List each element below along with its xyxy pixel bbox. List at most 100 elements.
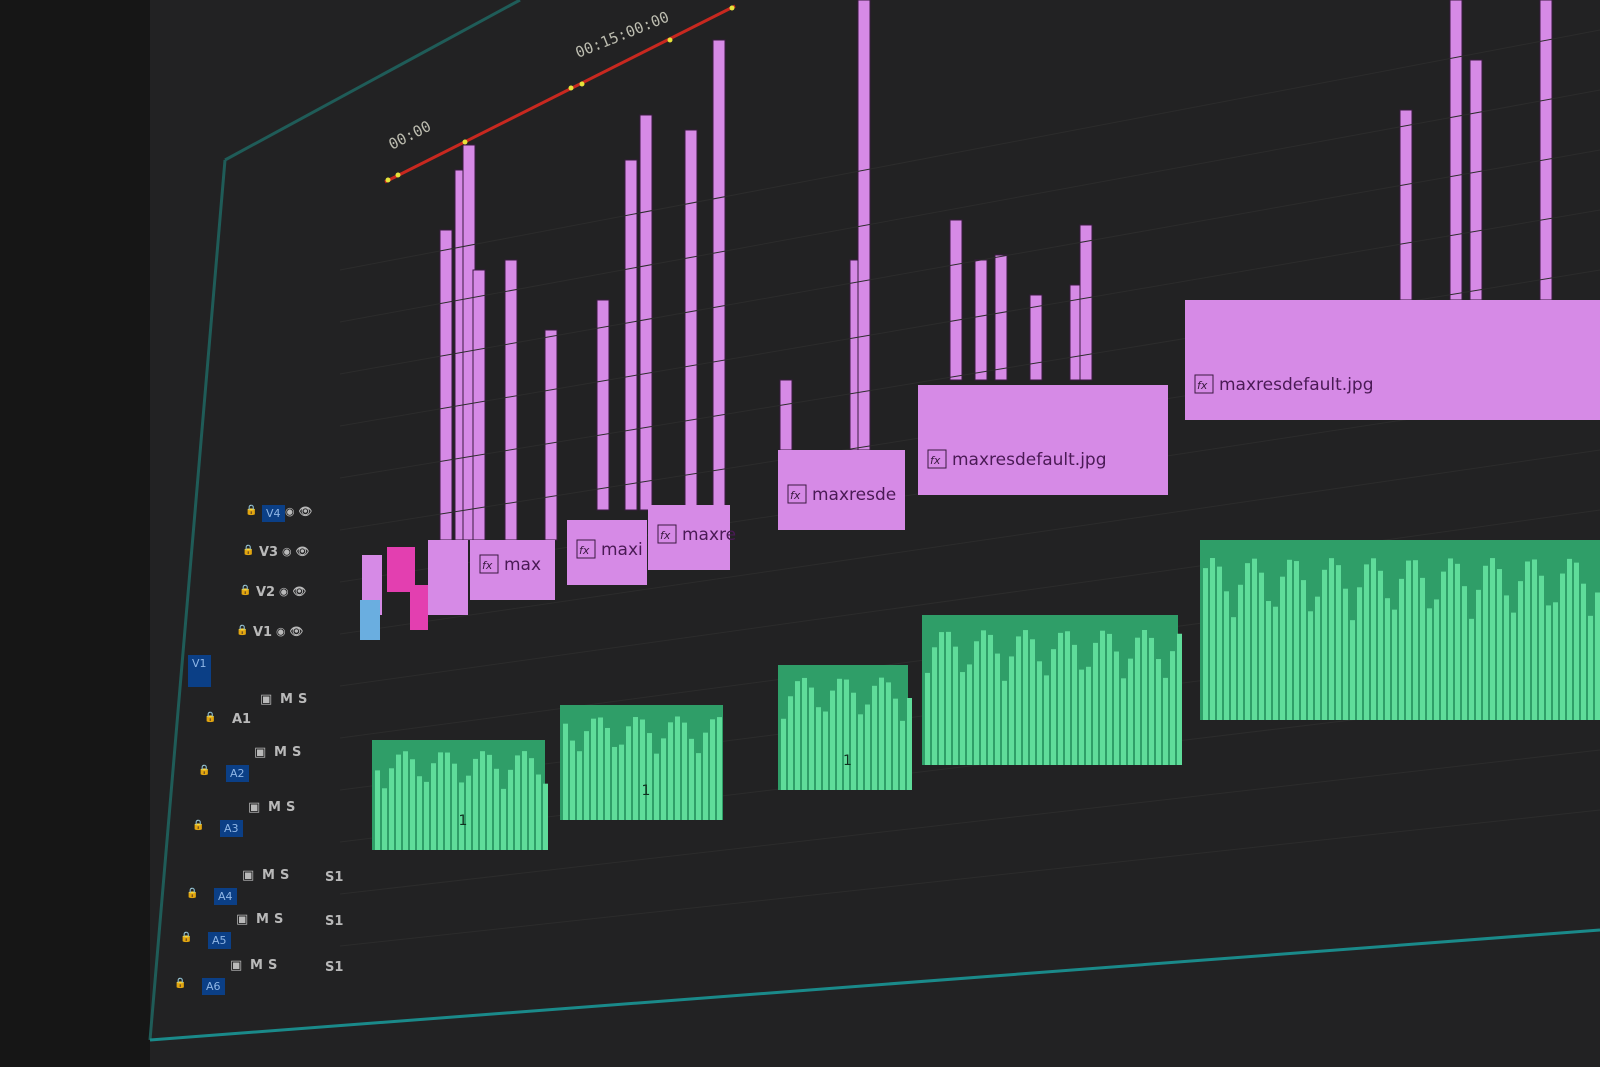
ruler-marker[interactable] bbox=[568, 85, 574, 91]
waveform-bar bbox=[1308, 611, 1313, 720]
track-toggles[interactable]: ◉ 👁 bbox=[276, 625, 304, 638]
voiceover-icon[interactable]: ▣ bbox=[242, 868, 255, 883]
video-clip[interactable]: fx maxre bbox=[648, 505, 736, 570]
audio-clip[interactable] bbox=[1200, 540, 1600, 720]
lock-icon[interactable]: 🔒 bbox=[180, 932, 193, 943]
mute-button[interactable]: M bbox=[274, 745, 287, 760]
video-clip-stack[interactable] bbox=[1399, 109, 1413, 301]
source-patch-v1[interactable]: V1 bbox=[188, 655, 211, 687]
solo-button[interactable]: S bbox=[268, 958, 278, 973]
video-clip[interactable] bbox=[410, 585, 428, 630]
video-clip-stack[interactable] bbox=[1029, 294, 1043, 381]
waveform-bar bbox=[1525, 561, 1530, 720]
solo-button[interactable]: S bbox=[298, 692, 308, 707]
audio-clip[interactable]: 1 bbox=[560, 705, 723, 820]
lock-icon[interactable]: 🔒 bbox=[236, 625, 249, 636]
video-clip-stack[interactable] bbox=[544, 329, 558, 541]
ruler-marker[interactable] bbox=[729, 5, 735, 11]
track-label-a4[interactable]: A4 bbox=[214, 888, 237, 905]
solo-button[interactable]: S bbox=[292, 745, 302, 760]
video-clip-stack[interactable] bbox=[504, 259, 518, 541]
mute-button[interactable]: M bbox=[268, 800, 281, 815]
voiceover-icon[interactable]: ▣ bbox=[248, 800, 261, 815]
mute-button[interactable]: M bbox=[280, 692, 293, 707]
video-clip-stack[interactable] bbox=[439, 229, 453, 541]
waveform-bar bbox=[886, 682, 891, 790]
voiceover-icon[interactable]: ▣ bbox=[254, 745, 267, 760]
video-clip-stack[interactable] bbox=[974, 259, 988, 381]
voiceover-icon[interactable]: ▣ bbox=[260, 692, 273, 707]
video-clip-stack[interactable] bbox=[639, 114, 653, 511]
audio-clip[interactable]: 1 bbox=[372, 740, 548, 850]
audio-clip[interactable] bbox=[922, 615, 1182, 765]
waveform-bar bbox=[717, 717, 722, 820]
track-label-v2[interactable]: V2 bbox=[256, 585, 276, 600]
ruler-marker[interactable] bbox=[462, 139, 468, 145]
waveform-bar bbox=[473, 758, 478, 850]
mute-button[interactable]: M bbox=[250, 958, 263, 973]
track-label-v3[interactable]: V3 bbox=[259, 545, 279, 560]
video-clip-stack[interactable] bbox=[1469, 59, 1483, 301]
mute-button[interactable]: M bbox=[262, 868, 275, 883]
video-clip[interactable]: fx maxresde bbox=[778, 450, 905, 530]
lock-icon[interactable]: 🔒 bbox=[186, 888, 199, 899]
solo-button[interactable]: S bbox=[274, 912, 284, 927]
waveform-bar bbox=[1051, 649, 1056, 765]
video-clip-stack[interactable] bbox=[624, 159, 638, 511]
track-label-v1[interactable]: V1 bbox=[253, 625, 273, 640]
solo-button[interactable]: S bbox=[280, 868, 290, 883]
waveform-bar bbox=[816, 707, 821, 790]
lock-icon[interactable]: 🔒 bbox=[174, 978, 187, 989]
track-label-a5[interactable]: A5 bbox=[208, 932, 231, 949]
video-clip-stack[interactable] bbox=[949, 219, 963, 381]
waveform-bar bbox=[802, 677, 807, 790]
solo-button[interactable]: S bbox=[286, 800, 296, 815]
voiceover-icon[interactable]: ▣ bbox=[236, 912, 249, 927]
track-toggles[interactable]: ◉ 👁 bbox=[279, 585, 307, 598]
video-clip-stack[interactable] bbox=[596, 299, 610, 511]
waveform-bar bbox=[424, 781, 429, 850]
work-area-bar[interactable] bbox=[384, 4, 736, 184]
lock-icon[interactable]: 🔒 bbox=[245, 505, 258, 516]
audio-clip[interactable]: 1 bbox=[778, 665, 912, 790]
lock-icon[interactable]: 🔒 bbox=[192, 820, 205, 831]
ruler-marker[interactable] bbox=[395, 172, 401, 178]
ruler-marker[interactable] bbox=[385, 177, 391, 183]
video-clip-stack[interactable] bbox=[994, 254, 1008, 381]
track-toggles[interactable]: ◉ 👁 bbox=[285, 505, 313, 518]
waveform-bar bbox=[1532, 559, 1537, 720]
waveform-bar bbox=[788, 696, 793, 790]
track-label-a6[interactable]: A6 bbox=[202, 978, 225, 995]
waveform-bar bbox=[1595, 592, 1600, 720]
video-clip-stack[interactable] bbox=[779, 379, 793, 451]
video-clip[interactable] bbox=[387, 547, 415, 592]
lock-icon[interactable]: 🔒 bbox=[239, 585, 252, 596]
voiceover-icon[interactable]: ▣ bbox=[230, 958, 243, 973]
video-clip[interactable]: fx maxi bbox=[567, 520, 647, 585]
lock-icon[interactable]: 🔒 bbox=[242, 545, 255, 556]
ruler-marker[interactable] bbox=[667, 37, 673, 43]
track-label-a2[interactable]: A2 bbox=[226, 765, 249, 782]
video-clip[interactable] bbox=[428, 540, 468, 615]
track-toggles[interactable]: ◉ 👁 bbox=[282, 545, 310, 558]
video-clip-stack[interactable] bbox=[1539, 0, 1553, 301]
waveform-bar bbox=[668, 722, 673, 820]
video-clip[interactable]: fx max bbox=[470, 540, 555, 600]
video-clip-stack[interactable] bbox=[712, 39, 726, 511]
ruler-marker[interactable] bbox=[579, 81, 585, 87]
lock-icon[interactable]: 🔒 bbox=[198, 765, 211, 776]
lock-icon[interactable]: 🔒 bbox=[204, 712, 217, 723]
track-label-a3[interactable]: A3 bbox=[220, 820, 243, 837]
video-clip-stack[interactable] bbox=[1449, 0, 1463, 301]
track-label-a1[interactable]: A1 bbox=[232, 712, 252, 727]
waveform-bar bbox=[1065, 631, 1070, 765]
video-clip[interactable] bbox=[360, 600, 380, 640]
video-clip[interactable]: fx maxresdefault.jpg bbox=[1185, 300, 1600, 420]
video-clip-stack[interactable] bbox=[472, 269, 486, 541]
mute-button[interactable]: M bbox=[256, 912, 269, 927]
video-clip-stack[interactable] bbox=[684, 129, 698, 511]
video-clip[interactable]: fx maxresdefault.jpg bbox=[918, 385, 1168, 495]
video-clip-stack[interactable] bbox=[1079, 224, 1093, 381]
track-label-v4[interactable]: V4 bbox=[262, 505, 285, 522]
